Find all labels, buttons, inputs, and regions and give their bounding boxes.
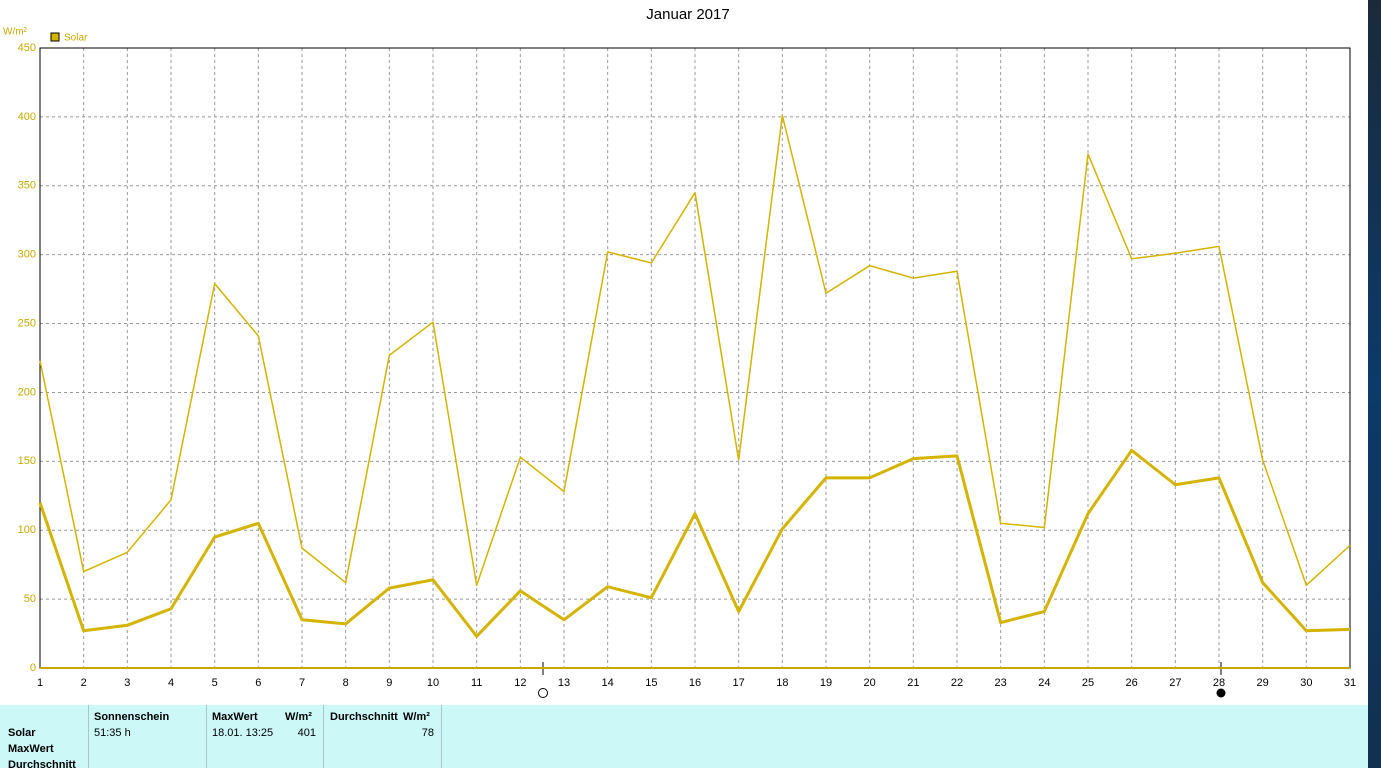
x-tick-label: 15 <box>645 677 657 689</box>
x-tick-label: 7 <box>299 677 305 689</box>
row-label: Durchschnitt <box>8 759 76 771</box>
x-tick-label: 10 <box>427 677 439 689</box>
x-tick-label: 9 <box>386 677 392 689</box>
x-tick-label: 2 <box>81 677 87 689</box>
x-tick-label: 31 <box>1344 677 1356 689</box>
series-line <box>38 448 1351 638</box>
x-tick-label: 20 <box>864 677 876 689</box>
new-moon <box>538 688 548 698</box>
y-tick-label: 0 <box>30 662 36 674</box>
x-tick-label: 29 <box>1257 677 1269 689</box>
summary-panel: Solar MaxWert Durchschnitt Sonnenschein … <box>0 705 1368 771</box>
chart-title: Januar 2017 <box>646 6 729 23</box>
cell: 51:35 h <box>94 727 131 739</box>
x-tick-label: 26 <box>1126 677 1138 689</box>
x-tick-label: 18 <box>776 677 788 689</box>
x-tick-label: 28 <box>1213 677 1225 689</box>
y-tick-label: 250 <box>18 317 36 329</box>
y-unit: W/m² <box>3 27 28 38</box>
col-unit: W/m² <box>403 711 430 723</box>
x-tick-label: 22 <box>951 677 963 689</box>
y-tick-label: 200 <box>18 386 36 398</box>
x-tick-label: 16 <box>689 677 701 689</box>
window-edge <box>1368 0 1381 768</box>
x-tick-label: 21 <box>907 677 919 689</box>
x-tick-label: 19 <box>820 677 832 689</box>
col-unit: W/m² <box>285 711 312 723</box>
y-tick-label: 50 <box>24 593 36 605</box>
x-tick-label: 13 <box>558 677 570 689</box>
y-tick-label: 150 <box>18 455 36 467</box>
series-line <box>39 114 1351 587</box>
x-tick-label: 25 <box>1082 677 1094 689</box>
x-tick-label: 3 <box>124 677 130 689</box>
x-tick-label: 30 <box>1300 677 1312 689</box>
y-tick-label: 100 <box>18 524 36 536</box>
row-label: MaxWert <box>8 743 54 755</box>
y-tick-label: 300 <box>18 249 36 261</box>
x-tick-label: 14 <box>602 677 614 689</box>
full-moon <box>1216 688 1226 698</box>
cell: 78 <box>421 727 434 739</box>
col-header: Sonnenschein <box>94 711 170 723</box>
x-tick-label: 6 <box>255 677 261 689</box>
x-tick-label: 27 <box>1169 677 1181 689</box>
col-header: Durchschnitt <box>330 711 398 723</box>
legend-label: Solar <box>64 33 88 44</box>
x-tick-label: 17 <box>733 677 745 689</box>
x-tick-label: 8 <box>343 677 349 689</box>
cell: 401 <box>297 727 316 739</box>
col-header: MaxWert <box>212 711 258 723</box>
row-label: Solar <box>8 727 36 739</box>
x-tick-label: 4 <box>168 677 174 689</box>
x-tick-label: 11 <box>471 677 482 689</box>
x-tick-label: 12 <box>514 677 526 689</box>
y-tick-label: 450 <box>18 42 36 54</box>
x-tick-label: 24 <box>1038 677 1050 689</box>
x-tick-label: 5 <box>212 677 218 689</box>
x-tick-label: 23 <box>995 677 1007 689</box>
x-tick-label: 1 <box>37 677 43 689</box>
y-tick-label: 400 <box>18 111 36 123</box>
cell: 18.01. 13:25 <box>212 727 274 739</box>
chart: Januar 2017 W/m² Solar 0 50 100 150 200 250 30… <box>3 6 1356 698</box>
legend-swatch <box>50 32 60 42</box>
y-tick-label: 350 <box>18 180 36 192</box>
